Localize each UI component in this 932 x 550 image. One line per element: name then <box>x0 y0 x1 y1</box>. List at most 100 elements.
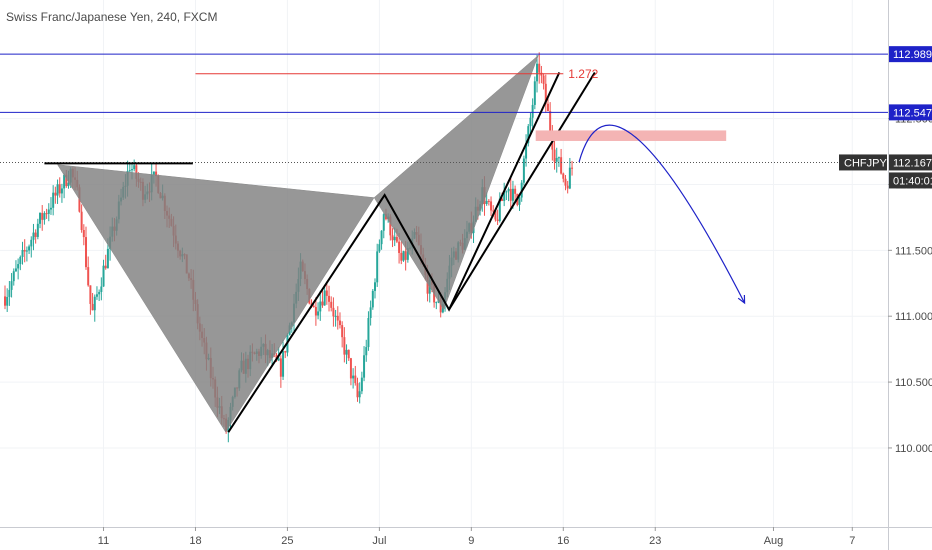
candle-body <box>89 285 92 304</box>
candle-body <box>52 192 55 208</box>
candle-body <box>538 63 541 73</box>
candle-body <box>358 391 361 398</box>
candle-body <box>319 301 322 312</box>
candle-body <box>65 174 68 187</box>
candle-body <box>80 211 83 230</box>
candle-body <box>511 188 514 201</box>
candle-body <box>485 200 488 204</box>
candle-body <box>363 355 366 378</box>
candle-body <box>525 143 528 159</box>
chart-title: Swiss Franc/Japanese Yen, 240, FXCM <box>6 10 217 24</box>
x-tick-label: 18 <box>189 535 201 547</box>
candle-body <box>67 182 70 187</box>
candle-body <box>130 169 133 171</box>
candle-body <box>328 295 331 302</box>
candle-body <box>98 291 101 295</box>
candle-body <box>104 265 107 269</box>
candle-body <box>95 294 98 297</box>
candle-body <box>404 251 407 260</box>
candle-body <box>100 286 103 292</box>
candle-body <box>518 197 521 205</box>
projection-arrowhead <box>737 295 746 305</box>
candle-body <box>398 241 401 253</box>
candle-body <box>435 302 438 304</box>
candle-body <box>312 305 315 308</box>
y-tick-label: 110.000 <box>895 443 932 455</box>
candle-body <box>58 184 61 194</box>
candle-body <box>378 244 381 252</box>
candle-body <box>19 256 22 265</box>
candle-body <box>514 188 517 194</box>
candle-body <box>30 239 33 247</box>
candle-body <box>503 192 506 201</box>
candle-body <box>546 103 549 112</box>
candle-body <box>500 198 503 201</box>
candle-body <box>566 185 569 189</box>
candle-body <box>87 267 90 286</box>
candle-body <box>82 229 85 238</box>
candle-body <box>10 281 13 290</box>
candle-body <box>544 83 547 104</box>
candle-body <box>494 210 497 220</box>
candle-body <box>60 188 63 194</box>
candle-body <box>323 290 326 306</box>
candle-body <box>382 214 385 231</box>
candle-body <box>56 184 59 196</box>
candle-body <box>374 282 377 291</box>
candle-body <box>334 315 337 317</box>
candle-body <box>426 275 429 294</box>
candle-body <box>505 191 508 193</box>
candle-body <box>128 170 131 172</box>
x-tick-label: Jul <box>372 535 386 547</box>
candle-body <box>332 307 335 317</box>
candle-body <box>352 375 355 379</box>
x-tick-label: Aug <box>764 535 784 547</box>
candle-body <box>529 117 532 127</box>
candle-body <box>4 296 6 306</box>
candle-body <box>284 351 287 353</box>
candle-body <box>522 158 525 183</box>
candle-body <box>314 307 317 316</box>
last-price-tag-bg <box>889 154 932 171</box>
candle-body <box>568 167 571 189</box>
candle-body <box>393 236 396 241</box>
candle-body <box>91 303 94 311</box>
candle-body <box>34 232 37 237</box>
candle-body <box>356 383 359 398</box>
last-price-tag: 112.167 <box>893 157 932 169</box>
countdown-tag-bg <box>889 172 932 189</box>
candle-body <box>507 188 510 192</box>
candle-body <box>376 251 379 283</box>
candle-body <box>102 265 105 287</box>
x-tick-label: 11 <box>98 535 109 547</box>
candle-body <box>496 219 499 222</box>
harmonic-triangle <box>373 55 539 311</box>
candle-body <box>536 63 539 82</box>
candle-body <box>564 178 567 186</box>
candle-body <box>36 223 39 237</box>
candle-body <box>400 252 403 261</box>
symbol-tag-bg <box>839 154 887 171</box>
candle-body <box>439 299 442 313</box>
x-tick-label: 7 <box>849 535 855 547</box>
harmonic-triangle <box>57 164 375 433</box>
candle-body <box>490 201 493 211</box>
candle-body <box>25 250 28 252</box>
candle-body <box>492 210 495 212</box>
candle-body <box>85 237 88 268</box>
candle-body <box>279 358 282 377</box>
trend-line <box>448 71 596 311</box>
candle-body <box>133 165 136 170</box>
candle-body <box>531 104 534 118</box>
candle-body <box>367 317 370 348</box>
price-tag-bg <box>889 104 932 121</box>
candle-body <box>106 248 109 269</box>
candle-body <box>39 212 42 224</box>
candle-body <box>487 200 490 202</box>
x-tick-label: 9 <box>468 535 474 547</box>
candle-body <box>47 209 50 214</box>
candle-body <box>571 167 574 169</box>
x-tick-label: 25 <box>281 535 293 547</box>
